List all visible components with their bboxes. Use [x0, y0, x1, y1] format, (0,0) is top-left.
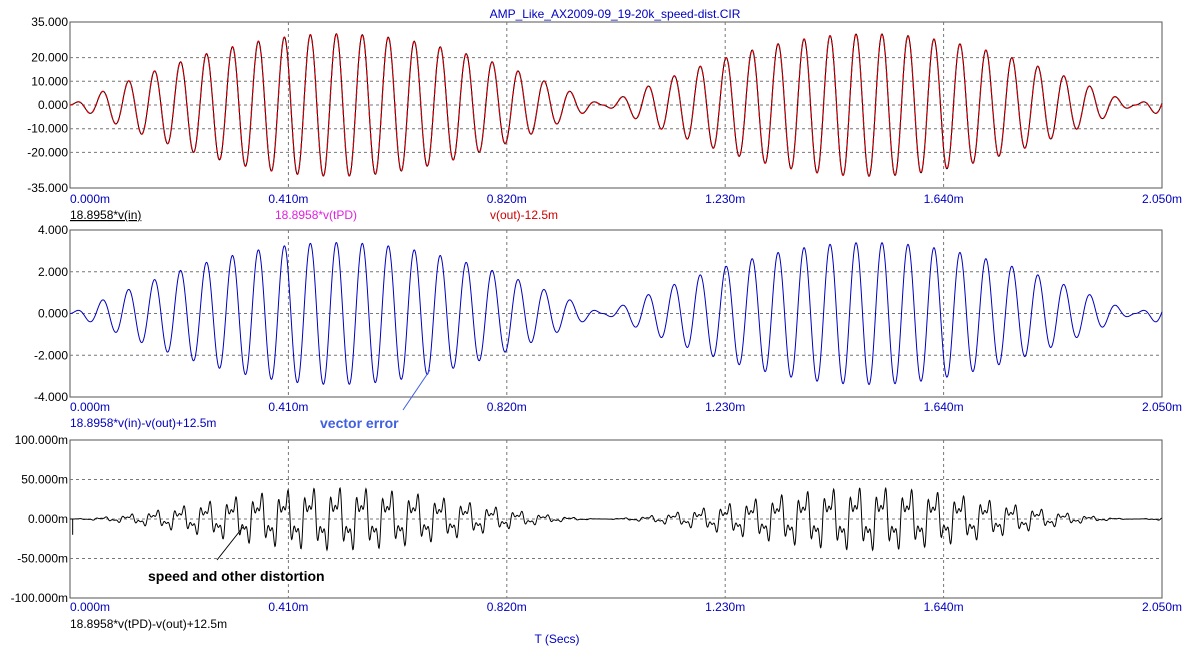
panel-2-traces [69, 241, 1163, 386]
y-tick-label: 0.000 [38, 307, 68, 321]
legend-vtpd[interactable]: 18.8958*v(tPD) [275, 208, 357, 222]
x-tick-label: 0.000m [70, 192, 110, 206]
y-tick-label: 20.000 [31, 51, 68, 65]
vector-error-arrow [402, 369, 431, 411]
panel-1-yticks: 35.000 20.000 10.000 0.000 -10.000 -20.000 -35… [27, 15, 68, 195]
x-tick-label: 0.410m [268, 400, 308, 414]
x-tick-label: 1.230m [705, 192, 745, 206]
y-tick-label: -2.000 [34, 348, 68, 362]
x-axis-label: T (Secs) [534, 632, 579, 646]
x-tick-label: 1.640m [924, 192, 964, 206]
y-tick-label: -4.000 [34, 390, 68, 404]
vector-error-annotation: vector error [320, 415, 399, 431]
x-tick-label: 2.050m [1142, 192, 1182, 206]
legend-vin[interactable]: 18.8958*v(in) [70, 208, 141, 222]
panel-3-yticks: 100.000m 50.000m 0.000m -50.000m -100.000m [11, 433, 68, 605]
y-tick-label: -35.000 [27, 181, 68, 195]
panel-1-traces [69, 33, 1163, 177]
x-tick-label: 1.640m [924, 600, 964, 614]
trace-distortion [69, 486, 1163, 552]
trace-vector-error [69, 241, 1163, 386]
x-tick-label: 2.050m [1142, 400, 1182, 414]
x-tick-label: 0.820m [487, 192, 527, 206]
x-tick-label: 0.820m [487, 600, 527, 614]
panel-1-xticks: 0.000m 0.410m 0.820m 1.230m 1.640m 2.050m [70, 192, 1182, 206]
y-tick-label: -20.000 [27, 145, 68, 159]
distortion-annotation: speed and other distortion [148, 568, 325, 584]
y-tick-label: 35.000 [31, 15, 68, 29]
panel-3-xticks: 0.000m 0.410m 0.820m 1.230m 1.640m 2.050m [70, 600, 1182, 614]
y-tick-label: 100.000m [15, 433, 68, 447]
panel-3-traces [69, 486, 1163, 552]
y-tick-label: 4.000 [38, 223, 68, 237]
y-tick-label: 0.000 [38, 98, 68, 112]
x-tick-label: 0.000m [70, 400, 110, 414]
x-tick-label: 0.410m [268, 192, 308, 206]
panel-3-distortion: 100.000m 50.000m 0.000m -50.000m -100.000m 0… [11, 433, 1182, 631]
x-tick-label: 2.050m [1142, 600, 1182, 614]
panel-2-yticks: 4.000 2.000 0.000 -2.000 -4.000 [34, 223, 68, 404]
legend-vout[interactable]: v(out)-12.5m [490, 208, 558, 222]
panel-2-xticks: 0.000m 0.410m 0.820m 1.230m 1.640m 2.050m [70, 400, 1182, 414]
trace-vout [69, 33, 1163, 177]
y-tick-label: -100.000m [11, 591, 68, 605]
panel-2-vector-error: 4.000 2.000 0.000 -2.000 -4.000 0.000m 0.410m… [34, 223, 1182, 431]
y-tick-label: -50.000m [17, 552, 68, 566]
distortion-arrow [216, 526, 244, 561]
plot-title: AMP_Like_AX2009-09_19-20k_speed-dist.CIR [490, 7, 741, 21]
y-tick-label: 50.000m [21, 473, 68, 487]
y-tick-label: 2.000 [38, 265, 68, 279]
legend-vector-error[interactable]: 18.8958*v(in)-v(out)+12.5m [70, 416, 216, 430]
y-tick-label: 0.000m [28, 512, 68, 526]
x-tick-label: 1.230m [705, 600, 745, 614]
y-tick-label: -10.000 [27, 122, 68, 136]
panel-1-input-output: 35.000 20.000 10.000 0.000 -10.000 -20.000 -35… [27, 15, 1182, 222]
legend-distortion[interactable]: 18.8958*v(tPD)-v(out)+12.5m [70, 617, 227, 631]
y-tick-label: 10.000 [31, 74, 68, 88]
x-tick-label: 1.640m [924, 400, 964, 414]
x-tick-label: 0.410m [268, 600, 308, 614]
x-tick-label: 1.230m [705, 400, 745, 414]
x-tick-label: 0.820m [487, 400, 527, 414]
x-tick-label: 0.000m [70, 600, 110, 614]
